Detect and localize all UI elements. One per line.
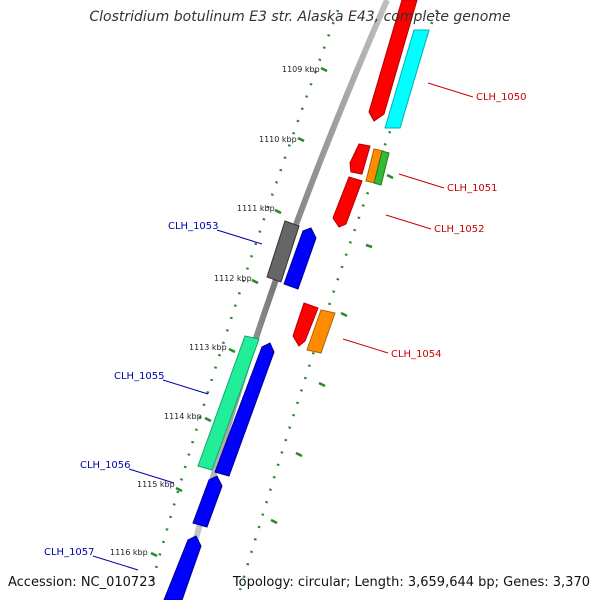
gene-label-clh-1056[interactable]: CLH_1056 <box>80 460 131 471</box>
gene-feature-clh-1050-red[interactable] <box>368 0 418 122</box>
gene-feature-clh-1050-cyan[interactable] <box>384 29 430 129</box>
tick-label: 1116 kbp <box>110 548 148 557</box>
leader-clh-1052 <box>385 214 432 230</box>
tick-mark <box>295 451 303 458</box>
gene-feature-clh-1051-green[interactable] <box>373 150 390 186</box>
gene-label-clh-1054[interactable]: CLH_1054 <box>391 349 442 360</box>
gene-feature-clh-1055-blue[interactable] <box>214 342 275 477</box>
gene-label-clh-1050[interactable]: CLH_1050 <box>476 92 527 103</box>
tick-mark <box>204 416 212 423</box>
gene-label-clh-1051[interactable]: CLH_1051 <box>447 183 498 194</box>
gene-feature-clh-1051-red[interactable] <box>349 143 371 175</box>
tick-label: 1113 kbp <box>189 343 227 352</box>
gene-feature-clh-1053-gray[interactable] <box>266 220 300 283</box>
tick-mark <box>150 551 158 558</box>
tick-label: 1115 kbp <box>137 480 175 489</box>
gene-feature-clh-1054-orange[interactable] <box>306 309 336 354</box>
leader-clh-1057 <box>92 555 139 571</box>
leader-clh-1051 <box>398 173 445 189</box>
tick-mark <box>228 347 236 354</box>
gene-feature-clh-1057[interactable] <box>163 535 202 600</box>
gene-feature-clh-1052[interactable] <box>332 176 363 228</box>
tick-mark <box>365 243 373 249</box>
tick-mark <box>386 173 394 180</box>
forward-strand-features <box>163 220 317 600</box>
tick-label: 1109 kbp <box>282 65 320 74</box>
tick-mark <box>320 66 328 73</box>
gene-label-clh-1057[interactable]: CLH_1057 <box>44 547 95 558</box>
gene-feature-clh-1055[interactable] <box>197 335 260 471</box>
tick-ring-left <box>148 9 340 591</box>
tick-mark <box>251 278 259 285</box>
label-leaders <box>92 82 474 571</box>
leader-clh-1056 <box>128 468 175 484</box>
tick-label: 1114 kbp <box>164 412 202 421</box>
gene-feature-clh-1054-red[interactable] <box>292 302 319 347</box>
gene-label-clh-1052[interactable]: CLH_1052 <box>434 224 485 235</box>
accession-text: Accession: NC_010723 <box>8 575 156 590</box>
gene-feature-clh-1053-blue[interactable] <box>283 227 317 290</box>
tick-mark <box>270 518 278 525</box>
tick-marks <box>150 66 394 558</box>
tick-mark <box>274 208 282 215</box>
tick-mark <box>340 311 348 318</box>
tick-mark <box>175 486 183 493</box>
gene-feature-clh-1056[interactable] <box>192 475 223 528</box>
tick-label: 1110 kbp <box>259 135 297 144</box>
leader-clh-1054 <box>342 338 389 354</box>
gene-label-clh-1055[interactable]: CLH_1055 <box>114 371 165 382</box>
tick-mark <box>318 381 326 388</box>
leader-clh-1053 <box>216 229 263 245</box>
tick-mark <box>297 136 305 143</box>
tick-label: 1112 kbp <box>214 274 252 283</box>
tick-label: 1111 kbp <box>237 204 275 213</box>
genome-summary-text: Topology: circular; Length: 3,659,644 bp… <box>232 575 590 590</box>
map-title: Clostridium botulinum E3 str. Alaska E43… <box>89 9 511 25</box>
gene-label-clh-1053[interactable]: CLH_1053 <box>168 221 219 232</box>
leader-clh-1050 <box>427 82 474 98</box>
leader-clh-1055 <box>162 379 209 395</box>
reverse-strand-features <box>292 0 430 354</box>
